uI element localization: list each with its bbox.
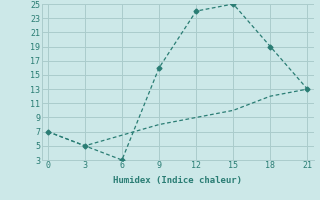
X-axis label: Humidex (Indice chaleur): Humidex (Indice chaleur) xyxy=(113,176,242,185)
